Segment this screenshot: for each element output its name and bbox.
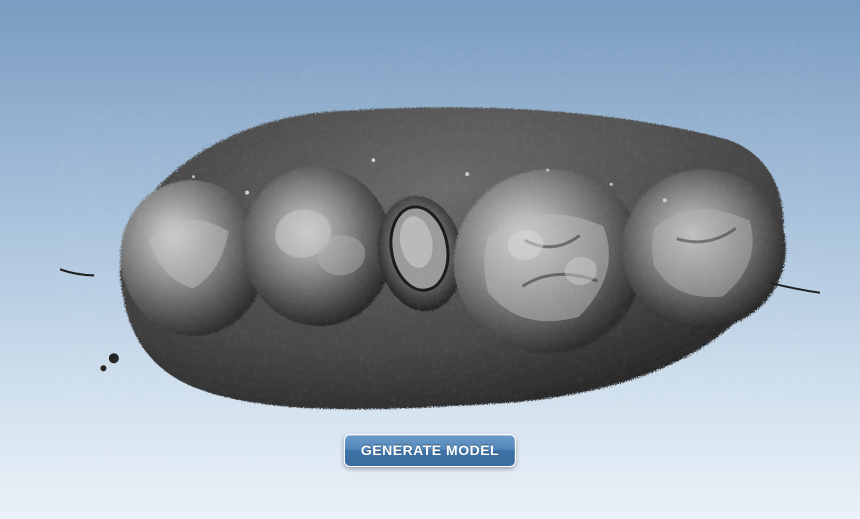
scan-viewport: GENERATE MODEL [0,0,860,519]
generate-model-button[interactable]: GENERATE MODEL [344,434,516,467]
dental-scan-mesh [60,40,820,460]
